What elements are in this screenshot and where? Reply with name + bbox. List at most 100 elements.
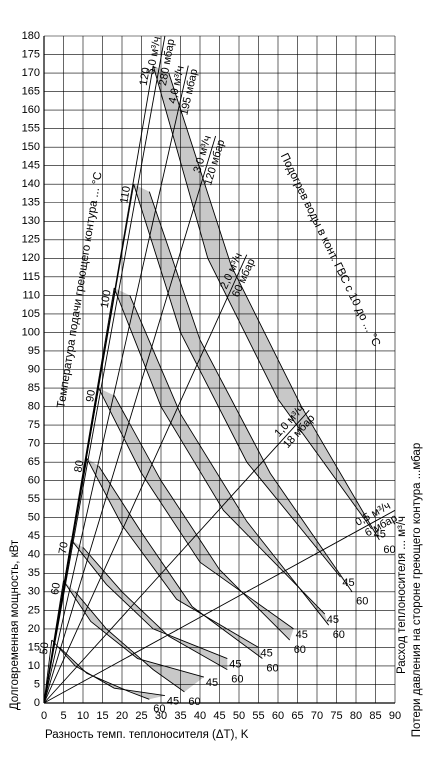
dhw-label: 60	[356, 596, 368, 608]
y-axis-title: Долговременная мощность, кВт	[9, 539, 21, 710]
x-tick-label: 85	[369, 710, 381, 722]
y-tick-label: 15	[28, 641, 40, 653]
dhw-curve	[59, 647, 150, 700]
dhw-curve	[129, 295, 330, 626]
y-tick-label: 40	[28, 549, 40, 561]
y-tick-label: 55	[28, 493, 40, 505]
x-tick-label: 5	[60, 710, 66, 722]
dhw-curve	[98, 387, 294, 630]
dhw-label: 45	[206, 677, 218, 689]
dhw-label: 45	[327, 614, 339, 626]
x-tick-label: 30	[155, 710, 167, 722]
dhw-curve	[63, 580, 205, 678]
y-tick-label: 110	[22, 289, 40, 301]
right-axis-title: Расход теплоносителя ... м³/ч	[396, 516, 408, 674]
dhw-band	[98, 388, 294, 641]
dhw-label: 60	[266, 662, 278, 674]
dhw-curve	[152, 65, 372, 530]
dhw-curve	[168, 72, 380, 541]
x-tick-label: 40	[194, 710, 206, 722]
y-tick-label: 175	[22, 48, 40, 60]
supply-temp-label: 90	[84, 389, 98, 403]
x-tick-label: 0	[41, 710, 47, 722]
dhw-label: 45	[167, 695, 179, 707]
x-tick-label: 55	[252, 710, 264, 722]
y-tick-label: 70	[28, 438, 40, 450]
supply-temp-label: 70	[57, 541, 71, 555]
flow-line	[43, 409, 310, 704]
y-tick-label: 170	[22, 67, 40, 79]
x-tick-label: 15	[96, 710, 108, 722]
y-tick-label: 155	[22, 123, 40, 135]
dhw-curve	[133, 184, 341, 578]
lines	[43, 35, 396, 704]
x-tick-label: 60	[272, 710, 284, 722]
dhw-curve	[74, 591, 185, 693]
x-tick-label: 45	[213, 710, 225, 722]
y-tick-label: 85	[28, 382, 40, 394]
x-tick-label: 90	[389, 710, 401, 722]
y-tick-label: 100	[22, 326, 40, 338]
x-tick-label: 80	[350, 710, 362, 722]
y-tick-label: 10	[28, 660, 40, 672]
flow-line	[43, 35, 166, 704]
y-tick-label: 35	[28, 567, 40, 579]
dhw-label: 60	[294, 644, 306, 656]
y-tick-label: 105	[22, 308, 40, 320]
y-tick-label: 60	[28, 475, 40, 487]
supply-line	[43, 639, 53, 704]
y-tick-label: 160	[22, 104, 40, 116]
y-tick-label: 50	[28, 512, 40, 524]
supply-temp-label: 120	[138, 67, 153, 87]
dhw-band	[86, 458, 263, 659]
dhw-band	[63, 580, 204, 692]
supply-temp-label: 110	[118, 185, 133, 204]
dhw-label: 45	[296, 629, 308, 641]
supply-temp-label: 60	[49, 582, 63, 596]
dhw-band	[114, 287, 329, 626]
y-tick-label: 120	[22, 252, 40, 264]
bands	[51, 65, 380, 700]
flow-line	[43, 135, 217, 704]
dhw-band	[153, 65, 380, 540]
dhw-label: 45	[229, 658, 241, 670]
dhw-label: 60	[231, 674, 243, 686]
dhw-curve	[98, 465, 263, 659]
y-tick-label: 150	[22, 141, 40, 153]
dhw-curve	[113, 287, 326, 615]
dhw-label: 60	[383, 544, 395, 556]
flow-line	[43, 509, 396, 704]
grid	[43, 35, 396, 704]
supply-temp-label: 80	[72, 459, 86, 473]
y-tick-label: 115	[22, 271, 40, 283]
annotation: Температура подачи греющего контура ... …	[55, 171, 104, 409]
dhw-label: 45	[261, 647, 273, 659]
x-tick-label: 70	[311, 710, 323, 722]
x-tick-label: 75	[330, 710, 342, 722]
y-tick-label: 145	[22, 160, 40, 172]
y-tick-label: 25	[28, 604, 40, 616]
supply-temp-label: 100	[99, 289, 114, 309]
y-tick-label: 75	[28, 419, 40, 431]
dhw-band	[133, 184, 353, 592]
y-tick-label: 95	[28, 345, 40, 357]
dhw-curve	[113, 395, 291, 641]
dhw-label: 45	[374, 529, 386, 541]
dhw-curve	[86, 458, 259, 648]
dhw-curve	[148, 191, 353, 593]
x-tick-label: 25	[135, 710, 147, 722]
x-tick-label: 10	[77, 710, 89, 722]
y-tick-label: 0	[34, 697, 40, 709]
y-tick-label: 140	[22, 178, 40, 190]
y-tick-label: 45	[28, 530, 40, 542]
x-tick-label: 35	[174, 710, 186, 722]
y-tick-label: 20	[28, 623, 40, 635]
x-tick-label: 65	[291, 710, 303, 722]
y-tick-label: 135	[22, 197, 40, 209]
dhw-curve	[82, 547, 228, 671]
y-tick-label: 65	[28, 456, 40, 468]
dhw-label: 45	[342, 577, 354, 589]
y-tick-label: 125	[22, 234, 40, 246]
